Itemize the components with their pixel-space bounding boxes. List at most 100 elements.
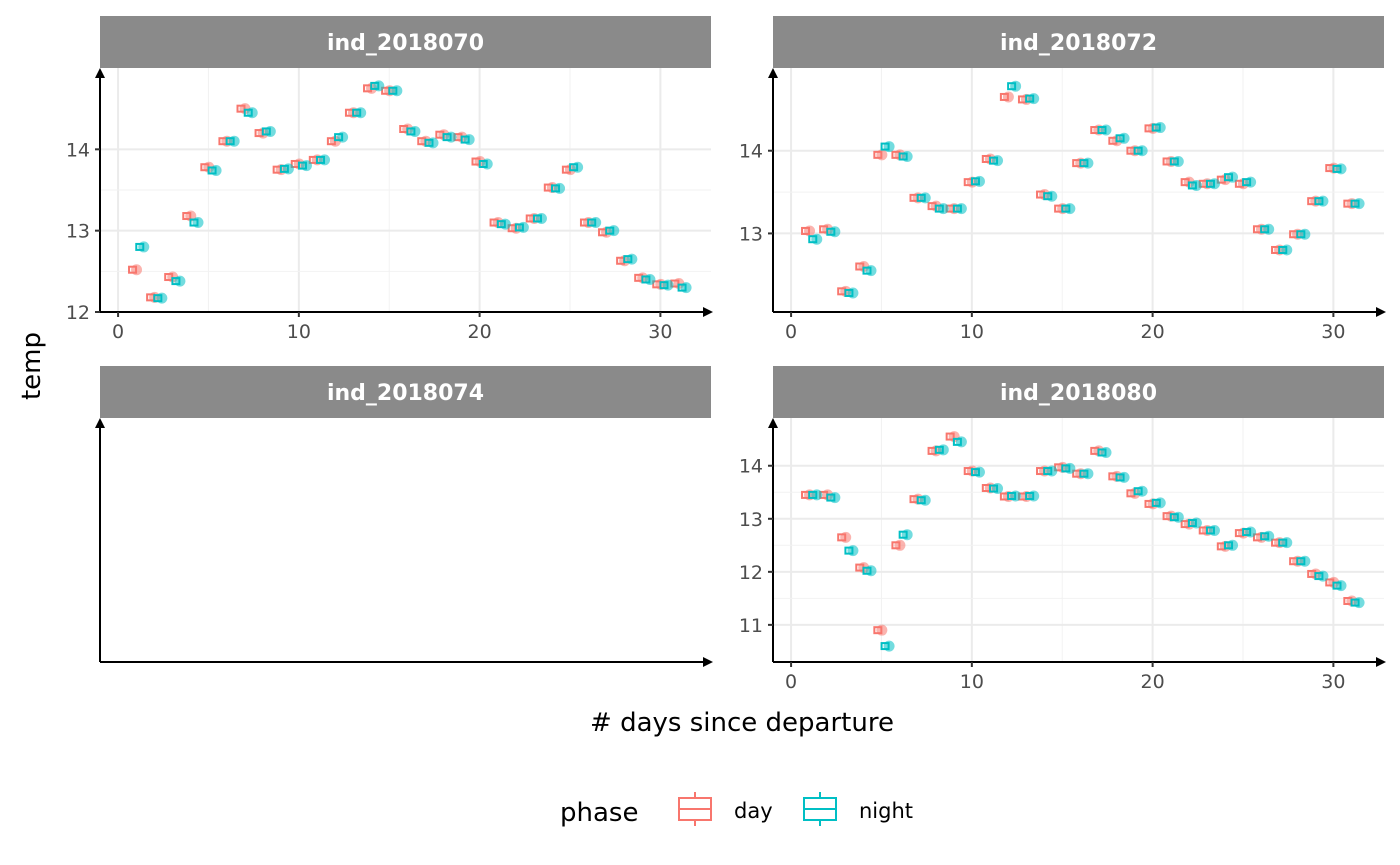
y-tick-label: 12 [739,562,763,584]
x-axis-arrow [1376,307,1386,317]
point-night [554,182,566,194]
point-day [894,539,906,551]
point-night [1299,228,1311,240]
point-night [1100,446,1112,458]
facet-strip [773,366,1384,418]
x-tick-label: 0 [112,321,124,343]
point-night [481,158,493,170]
point-night [1353,198,1365,210]
point-night [1281,244,1293,256]
point-night [463,134,475,146]
x-tick-label: 10 [960,671,984,693]
y-tick-label: 12 [66,302,90,324]
point-night [156,292,168,304]
point-night [1064,462,1076,474]
x-axis-arrow [703,657,713,667]
facet-strip [100,366,711,418]
point-night [1118,471,1130,483]
point-night [1335,163,1347,175]
point-night [919,192,931,204]
point-night [1046,465,1058,477]
point-night [919,494,931,506]
point-night [1064,203,1076,215]
x-tick-label: 0 [785,671,797,693]
point-day [876,149,888,161]
point-night [937,444,949,456]
point-night [1028,490,1040,502]
point-night [829,226,841,238]
x-tick-label: 10 [960,321,984,343]
x-axis-title: # days since departure [590,708,894,738]
point-night [319,154,331,166]
y-axis-arrow [768,68,778,78]
y-axis-arrow [95,68,105,78]
point-night [1208,178,1220,190]
legend-title: phase [560,798,638,828]
point-night [883,640,895,652]
point-night [1263,530,1275,542]
y-tick-label: 14 [66,139,90,161]
point-night [1028,93,1040,105]
y-axis-title: temp [17,332,47,400]
legend-label-day: day [734,799,773,823]
point-night [535,212,547,224]
point-night [192,217,204,229]
point-night [1190,179,1202,191]
facet-strip-label: ind_2018074 [327,381,484,406]
facet-panel-ind_2018080: ind_2018080 11 12 13 14 0 10 20 30 [739,366,1386,693]
x-tick-label: 30 [648,321,672,343]
x-tick-label: 30 [1321,671,1345,693]
legend-key-night [803,792,837,826]
facet-panel-ind_2018072: ind_2018072 13 14 0 10 20 30 [739,16,1386,343]
point-night [865,565,877,577]
point-night [373,80,385,92]
point-night [1208,524,1220,536]
point-night [1118,132,1130,144]
facet-panels: ind_2018070 12 13 14 0 10 20 30 ind_2018072 13 14 0… [66,16,1386,693]
point-night [499,218,511,230]
legend-key-day [678,792,712,826]
y-tick-label: 11 [739,615,763,637]
y-tick-label: 13 [739,223,763,245]
facet-strip-label: ind_2018070 [327,31,484,56]
point-night [174,275,186,287]
point-night [811,489,823,501]
point-night [409,125,421,137]
legend: phase day night [560,792,913,828]
point-night [355,107,367,119]
point-night [590,217,602,229]
point-night [1010,80,1022,92]
point-night [937,203,949,215]
point-night [973,466,985,478]
x-tick-label: 20 [1141,671,1165,693]
point-night [1317,195,1329,207]
point-night [1100,124,1112,136]
point-night [138,241,150,253]
facet-strip [100,16,711,68]
point-night [883,141,895,153]
point-night [644,273,656,285]
x-tick-label: 0 [785,321,797,343]
point-night [626,253,638,265]
point-night [1263,223,1275,235]
point-night [973,175,985,187]
point-night [608,225,620,237]
point-night [829,492,841,504]
point-night [1154,497,1166,509]
x-tick-label: 10 [287,321,311,343]
point-night [517,221,529,233]
point-night [1245,526,1257,538]
point-night [427,137,439,149]
facet-strip-label: ind_2018072 [1000,31,1157,56]
point-night [210,164,222,176]
point-night [1010,490,1022,502]
point-night [901,529,913,541]
facet-strip [773,16,1384,68]
point-night [1245,176,1257,188]
point-night [1154,122,1166,134]
point-night [662,279,674,291]
facet-panel-ind_2018074: ind_2018074 [95,366,713,667]
point-night [228,135,240,147]
point-day [804,225,816,237]
